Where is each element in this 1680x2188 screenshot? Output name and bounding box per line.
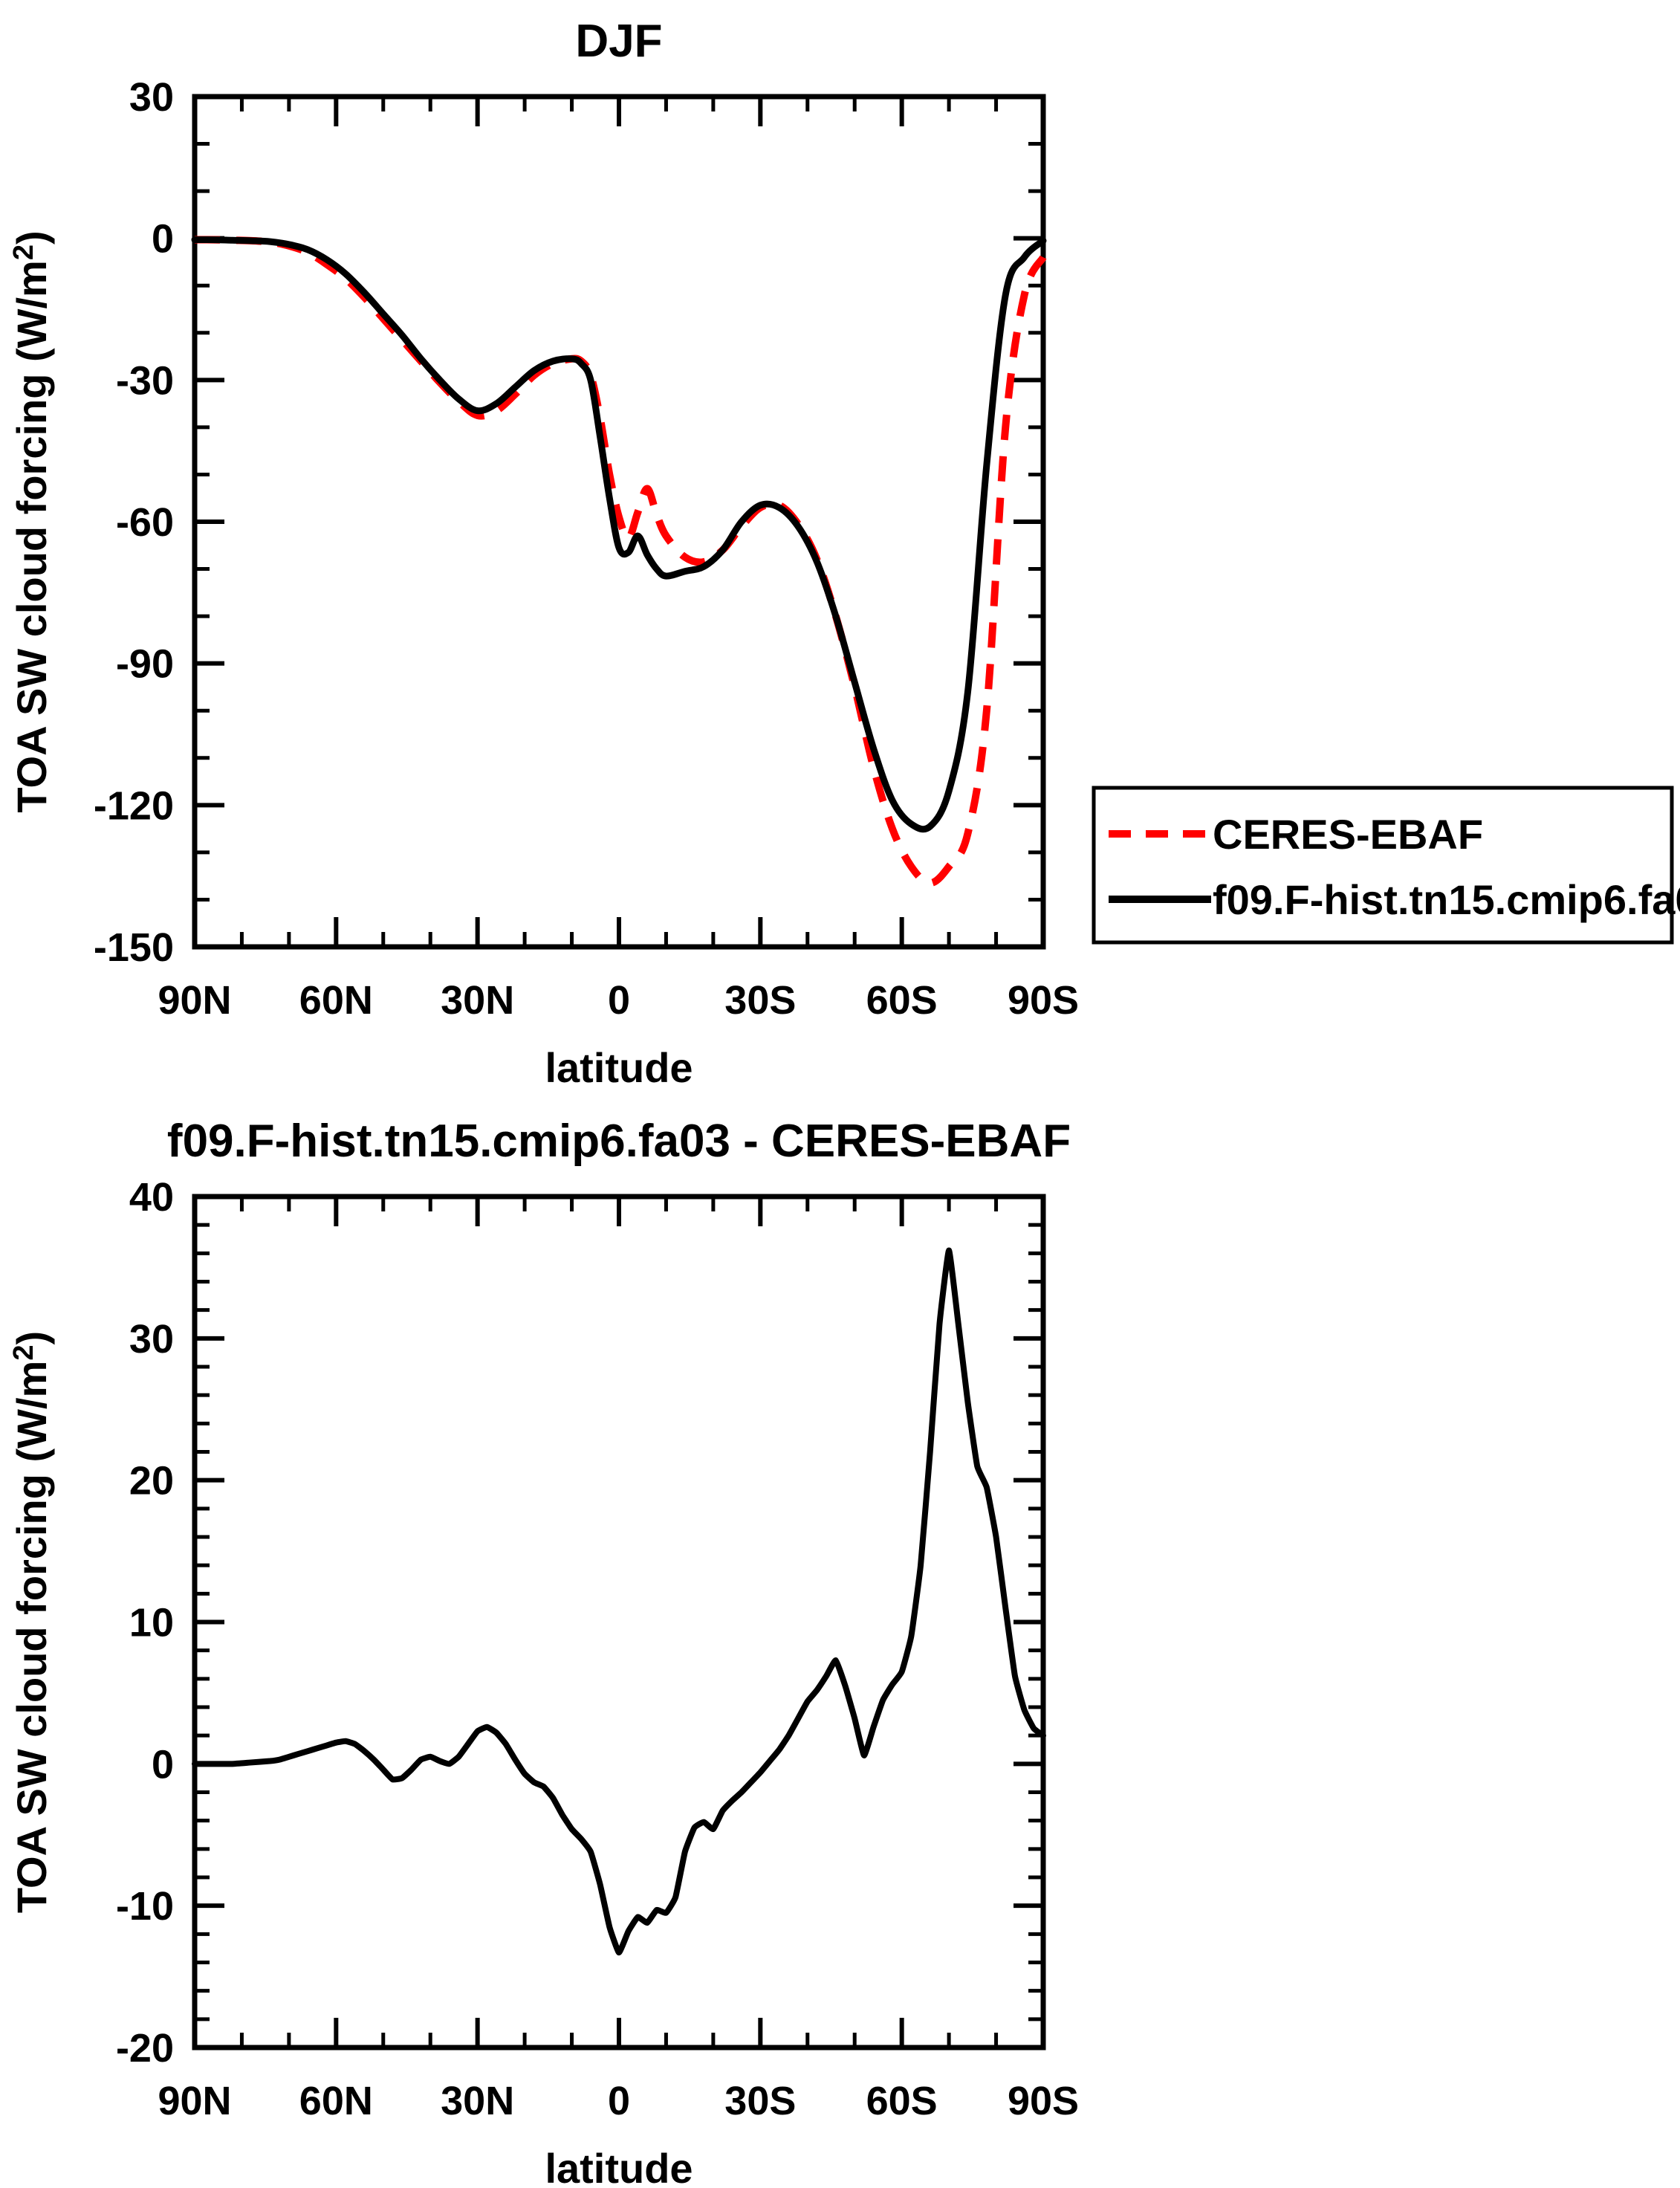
legend-label-1: f09.F-hist.tn15.cmip6.fa03: [1213, 876, 1680, 923]
x-tick-label: 30S: [724, 2079, 796, 2123]
y-tick-label: 0: [152, 1742, 174, 1787]
y-axis-title: TOA SW cloud forcing (W/m2): [8, 1331, 55, 1913]
x-tick-label: 90S: [1008, 2079, 1079, 2123]
x-tick-label: 30S: [724, 978, 796, 1023]
y-tick-label: 0: [152, 217, 174, 262]
y-tick-label: 40: [129, 1175, 174, 1220]
y-axis-title-suffix: ): [8, 1331, 55, 1345]
y-tick-label: -20: [116, 2026, 174, 2071]
panel-title: DJF: [575, 16, 662, 67]
x-tick-label: 30N: [441, 2079, 514, 2123]
y-tick-label: -90: [116, 642, 174, 687]
y-tick-label: 30: [129, 75, 174, 120]
y-axis-title-superscript: 2: [8, 1345, 39, 1361]
panel-top-panel: 90N 60N 30N 0 30S 60S 90S 30 0 -30 -60 -90 -120 -150 D…: [8, 16, 1079, 1091]
legend-label-0: CERES-EBAF: [1213, 811, 1483, 858]
x-tick-label: 0: [608, 2079, 630, 2123]
x-tick-label: 0: [608, 978, 630, 1023]
y-tick-label: -60: [116, 500, 174, 545]
x-tick-label: 60S: [866, 978, 938, 1023]
y-tick-label: -30: [116, 358, 174, 403]
panel-title: f09.F-hist.tn15.cmip6.fa03 - CERES-EBAF: [167, 1116, 1071, 1167]
y-tick-label: 20: [129, 1459, 174, 1504]
y-tick-label: 10: [129, 1601, 174, 1645]
x-tick-label: 90N: [158, 2079, 231, 2123]
legend: CERES-EBAF f09.F-hist.tn15.cmip6.fa03: [1092, 786, 1680, 945]
x-tick-label: 60N: [299, 978, 373, 1023]
series-line-model: [191, 236, 1047, 833]
x-axis-title: latitude: [545, 2145, 693, 2188]
legend-box: [1092, 786, 1674, 945]
x-tick-label: 30N: [441, 978, 514, 1023]
x-tick-label: 90S: [1008, 978, 1079, 1023]
y-axis-title: TOA SW cloud forcing (W/m2): [8, 230, 55, 812]
y-axis-title-suffix: ): [8, 230, 55, 245]
y-tick-label: -150: [94, 925, 174, 970]
x-tick-label: 60S: [866, 2079, 938, 2123]
series-line-model: [192, 1247, 1046, 1956]
series-line-observation: [194, 236, 1047, 887]
panel-bottom-panel: 90N 60N 30N 0 30S 60S 90S 40 30 20 10 0 -10 -20 f09.F-…: [8, 1116, 1079, 2188]
x-tick-label: 60N: [299, 2079, 373, 2123]
y-tick-label: -10: [116, 1884, 174, 1929]
y-axis-title-main: TOA SW cloud forcing (W/m: [8, 260, 55, 813]
y-axis-title-superscript: 2: [8, 245, 39, 260]
y-tick-label: 30: [129, 1317, 174, 1362]
y-tick-label: -120: [94, 783, 174, 828]
x-axis-title: latitude: [545, 1044, 693, 1091]
y-axis-title-main: TOA SW cloud forcing (W/m: [8, 1361, 55, 1914]
x-tick-label: 90N: [158, 978, 231, 1023]
